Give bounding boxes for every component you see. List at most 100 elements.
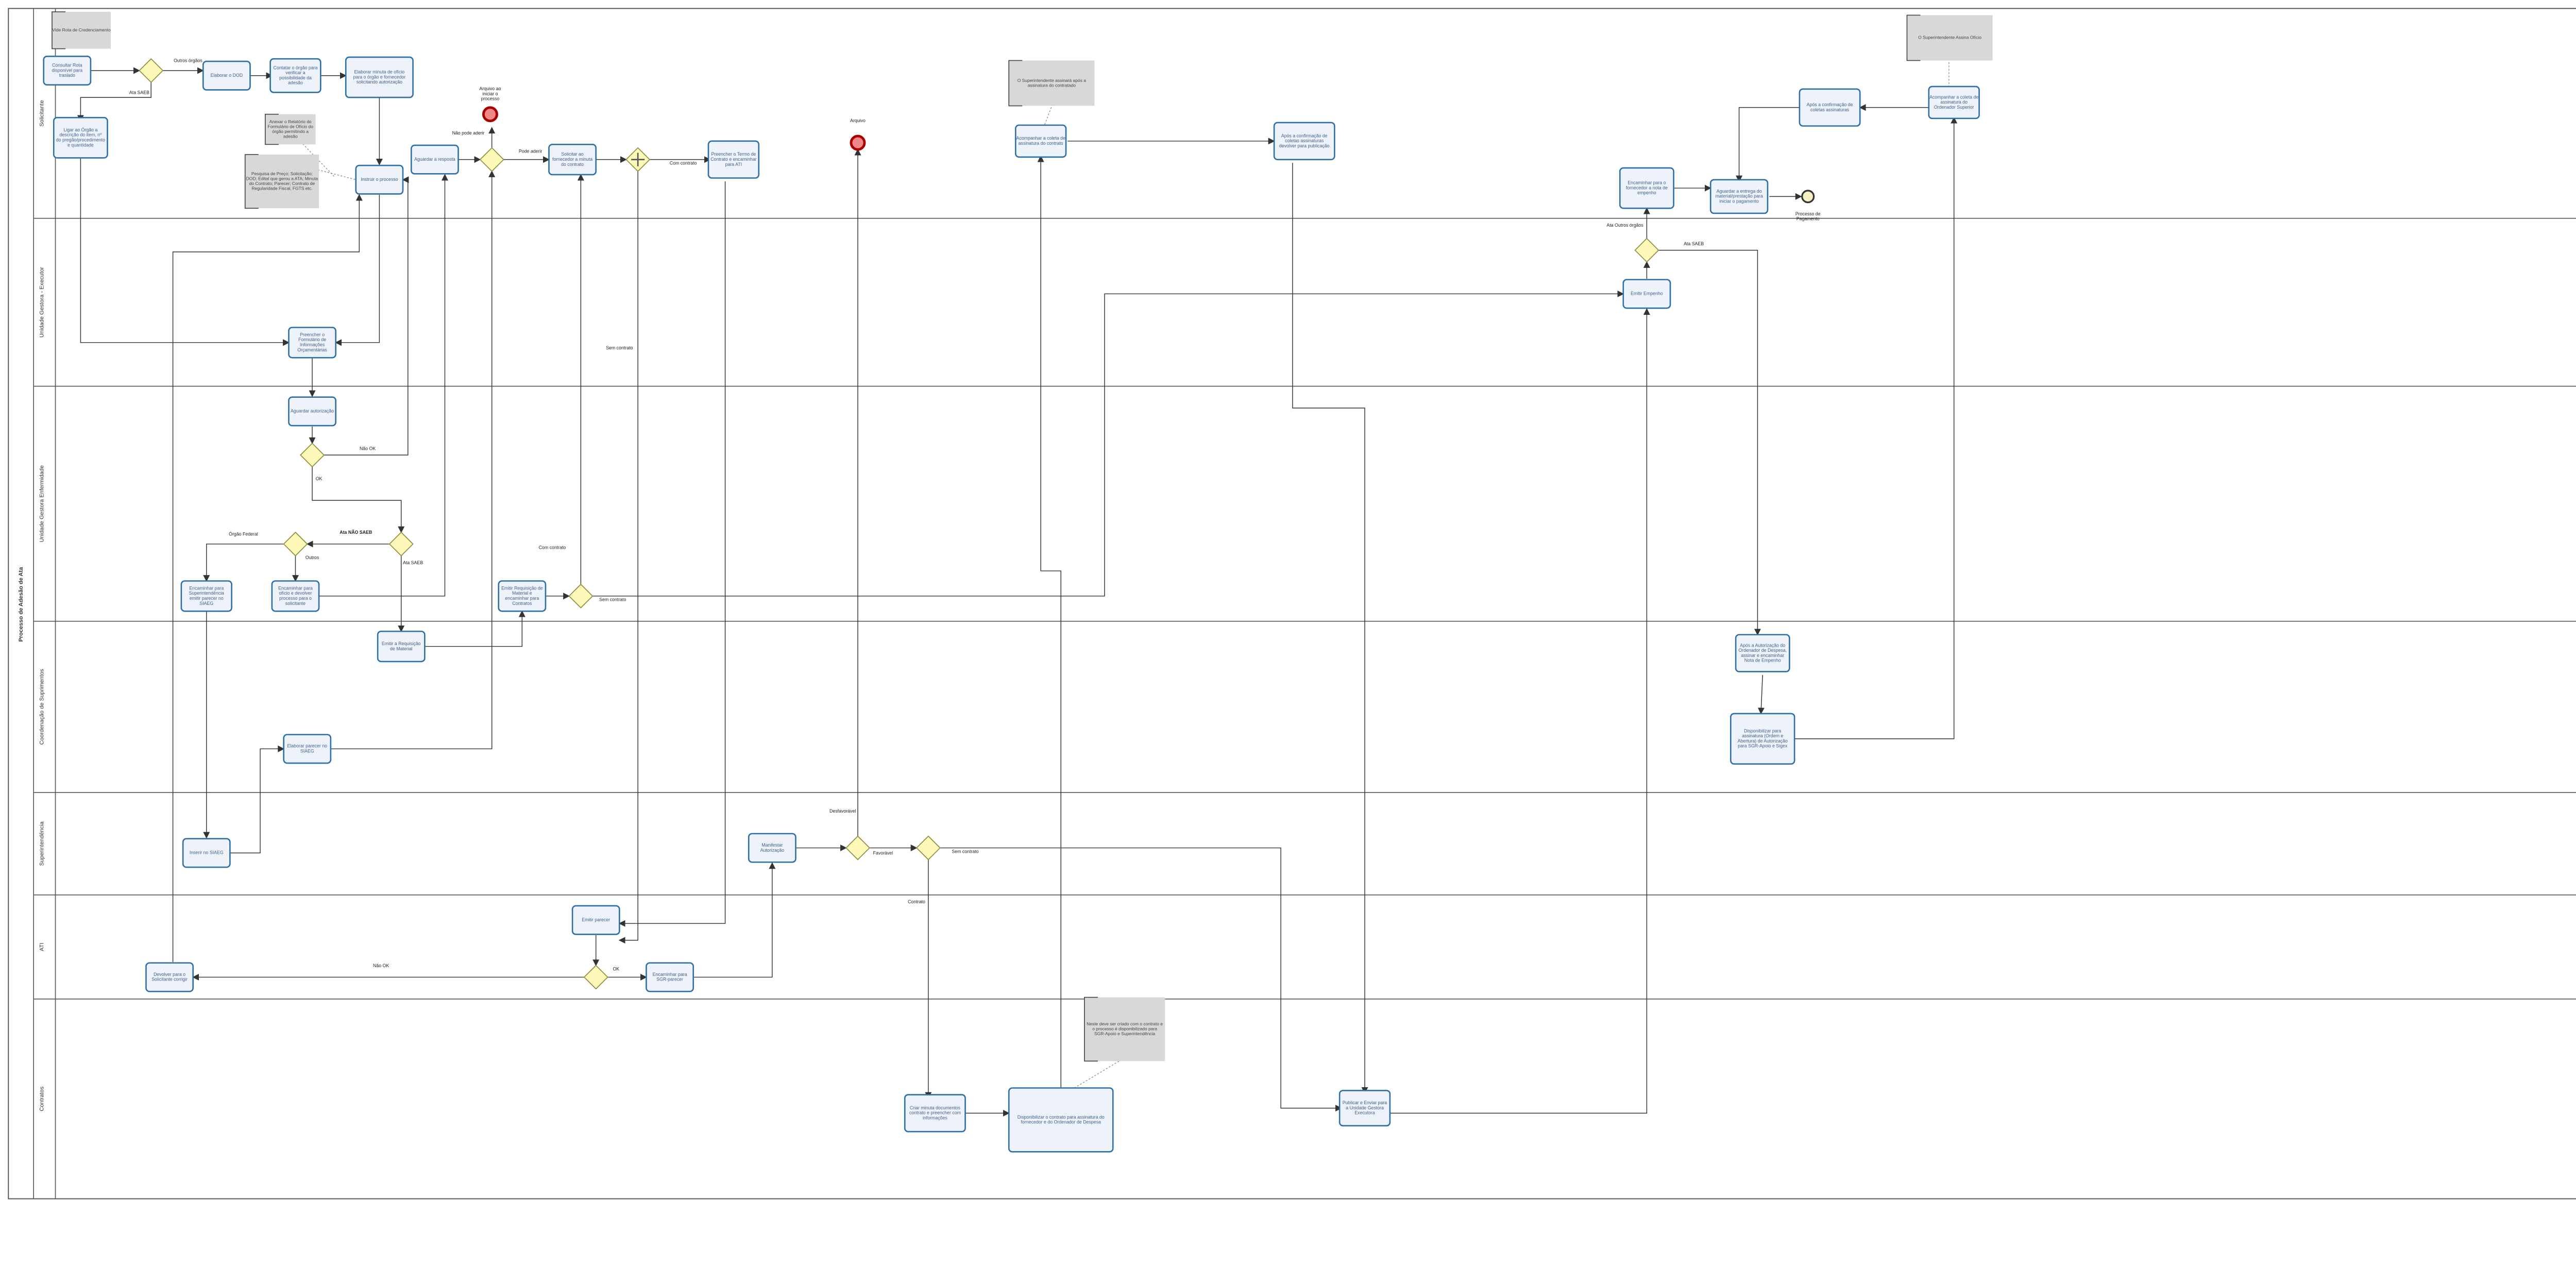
task: [1622, 279, 1671, 309]
task-label: Inserir no SIAEG: [190, 850, 224, 855]
task: [377, 630, 426, 663]
sequence-flow: [1736, 107, 1800, 182]
task-label: Publicar e Enviar para a Unidade Gestora E…: [1343, 1100, 1387, 1116]
sequence-flow: [319, 174, 448, 597]
task-label: Emitir parecer: [582, 917, 610, 922]
task-label: Aguardar a resposta: [414, 157, 455, 162]
lane-label: ATI: [39, 943, 45, 951]
event-label: Arquivo: [850, 118, 866, 123]
annotation-bracket: [52, 11, 66, 49]
sequence-flow: [324, 176, 409, 455]
task: [1928, 86, 1980, 120]
flow-label: Outros órgãos: [174, 58, 202, 63]
annotation-text: Pesquisa de Preço; Solicitação; DOD; Edit…: [246, 171, 318, 191]
flow-label: Órgão Federal: [229, 532, 258, 537]
flow-label: Sem contrato: [599, 597, 626, 602]
gateway: [388, 531, 414, 556]
task-label: Encaminhar para o fornecedor a nota de emp…: [1626, 180, 1668, 196]
task: [182, 838, 231, 868]
task: [355, 164, 404, 195]
task-label: Emitir a Requisição de Material: [382, 641, 421, 651]
sequence-flow: [80, 154, 290, 346]
flow-label: Ata SAEB: [403, 560, 423, 565]
task: [1619, 167, 1674, 209]
task-label: Após a Autorização do Ordenador de Despes…: [1738, 643, 1787, 663]
gateway: [139, 58, 164, 83]
task-label: Preencher o Formulário de Informações Orçam…: [297, 332, 327, 352]
annotation-text: O Superintendente assinará após a assinat…: [1018, 78, 1087, 88]
lane-label: Superintendência: [39, 821, 45, 866]
task-label: Ligar ao Órgão a descrição do item, nº do …: [56, 127, 105, 147]
gateway-parallel-sign: [631, 153, 645, 166]
annotation-text: Vide Rota de Credenciamento: [52, 27, 111, 32]
task-label: Contatar o órgão para verificar a possibil…: [273, 65, 317, 85]
task: [548, 144, 597, 176]
flow-label: Ata Outros órgãos: [1606, 223, 1643, 228]
annotation-bracket: [1008, 60, 1023, 107]
flow-label: Com contrato: [670, 160, 697, 165]
sequence-flow: [1658, 249, 1761, 636]
task-label: Acompanhar a coleta de assinatura do Orden…: [1929, 94, 1978, 110]
flow-label: Ata SAEB: [129, 90, 149, 95]
annotation-text: O Superintendente Assina Ofício: [1918, 35, 1981, 40]
task: [410, 144, 459, 175]
sequence-flow: [592, 290, 1624, 597]
end-event: [1801, 190, 1815, 204]
task: [1008, 1087, 1114, 1153]
task: [145, 962, 194, 992]
task: [53, 116, 108, 159]
task: [283, 734, 332, 764]
task-label: Aguardar autorização: [291, 409, 334, 414]
task-label: Elaborar o DOD: [211, 73, 243, 78]
task: [1730, 713, 1795, 765]
task: [1735, 634, 1790, 672]
sequence-flow: [1757, 674, 1765, 715]
annotation: [1084, 997, 1165, 1061]
task-label: Criar minuta documentos contrato e preenc…: [909, 1105, 961, 1121]
task: [748, 833, 796, 863]
task: [646, 962, 694, 992]
sequence-flow: [330, 170, 496, 750]
sequence-flow: [618, 181, 726, 927]
task-label: Aguardar a entrega do material/prestação …: [1715, 189, 1762, 204]
task: [498, 580, 547, 612]
association: [1044, 104, 1053, 126]
task: [345, 56, 414, 98]
gateway: [845, 835, 870, 860]
lane-label: Coordenação de Suprimentos: [39, 669, 45, 745]
annotation-bracket: [264, 113, 279, 145]
sequence-flow: [425, 610, 526, 647]
annotation: [1907, 15, 1993, 61]
task-label: Após a confirmação de coletas assinaturas: [1807, 102, 1853, 112]
sequence-flow: [693, 862, 776, 978]
flow-label: Com contrato: [539, 545, 566, 550]
flow-label: Ata SAEB: [1684, 241, 1704, 246]
task: [288, 327, 336, 359]
task-label: Encaminhar para Superintendência emitir pa…: [189, 585, 224, 605]
association: [285, 161, 356, 180]
lane-label: Unidade Gestora - Executor: [39, 267, 45, 337]
sequence-flow: [312, 466, 405, 533]
annotation-bracket: [1906, 14, 1921, 61]
sequence-flow: [203, 544, 284, 582]
event-label: Processo de Pagamento: [1795, 211, 1821, 222]
task-label: Disponibilizar o contrato para assinatur…: [1018, 1115, 1105, 1125]
task-label: Solicitar ao fornecedor a minuta do contra…: [552, 151, 592, 167]
flow-label: Não OK: [373, 963, 389, 968]
gateway: [283, 531, 308, 556]
task-label: Consultar Rota disponível para traslado: [52, 63, 83, 78]
task: [1799, 88, 1861, 127]
annotation-bracket: [244, 154, 259, 209]
annotation: [245, 154, 319, 209]
task-label: Acompanhar a coleta de assinatura do cont…: [1016, 136, 1065, 146]
sequence-flow: [230, 745, 285, 854]
task-label: Elaborar minuta de ofício para o órgão e …: [353, 70, 406, 85]
task-label: Encaminhar para ofício e devolver processo…: [278, 585, 313, 605]
task: [571, 905, 620, 935]
task: [1709, 179, 1769, 214]
task: [271, 580, 320, 612]
annotation: [1009, 60, 1095, 106]
lane-label: Solicitante: [39, 100, 45, 127]
task-label: Elaborar parecer no SIAEG: [287, 744, 327, 754]
flow-label: Não OK: [360, 446, 376, 451]
